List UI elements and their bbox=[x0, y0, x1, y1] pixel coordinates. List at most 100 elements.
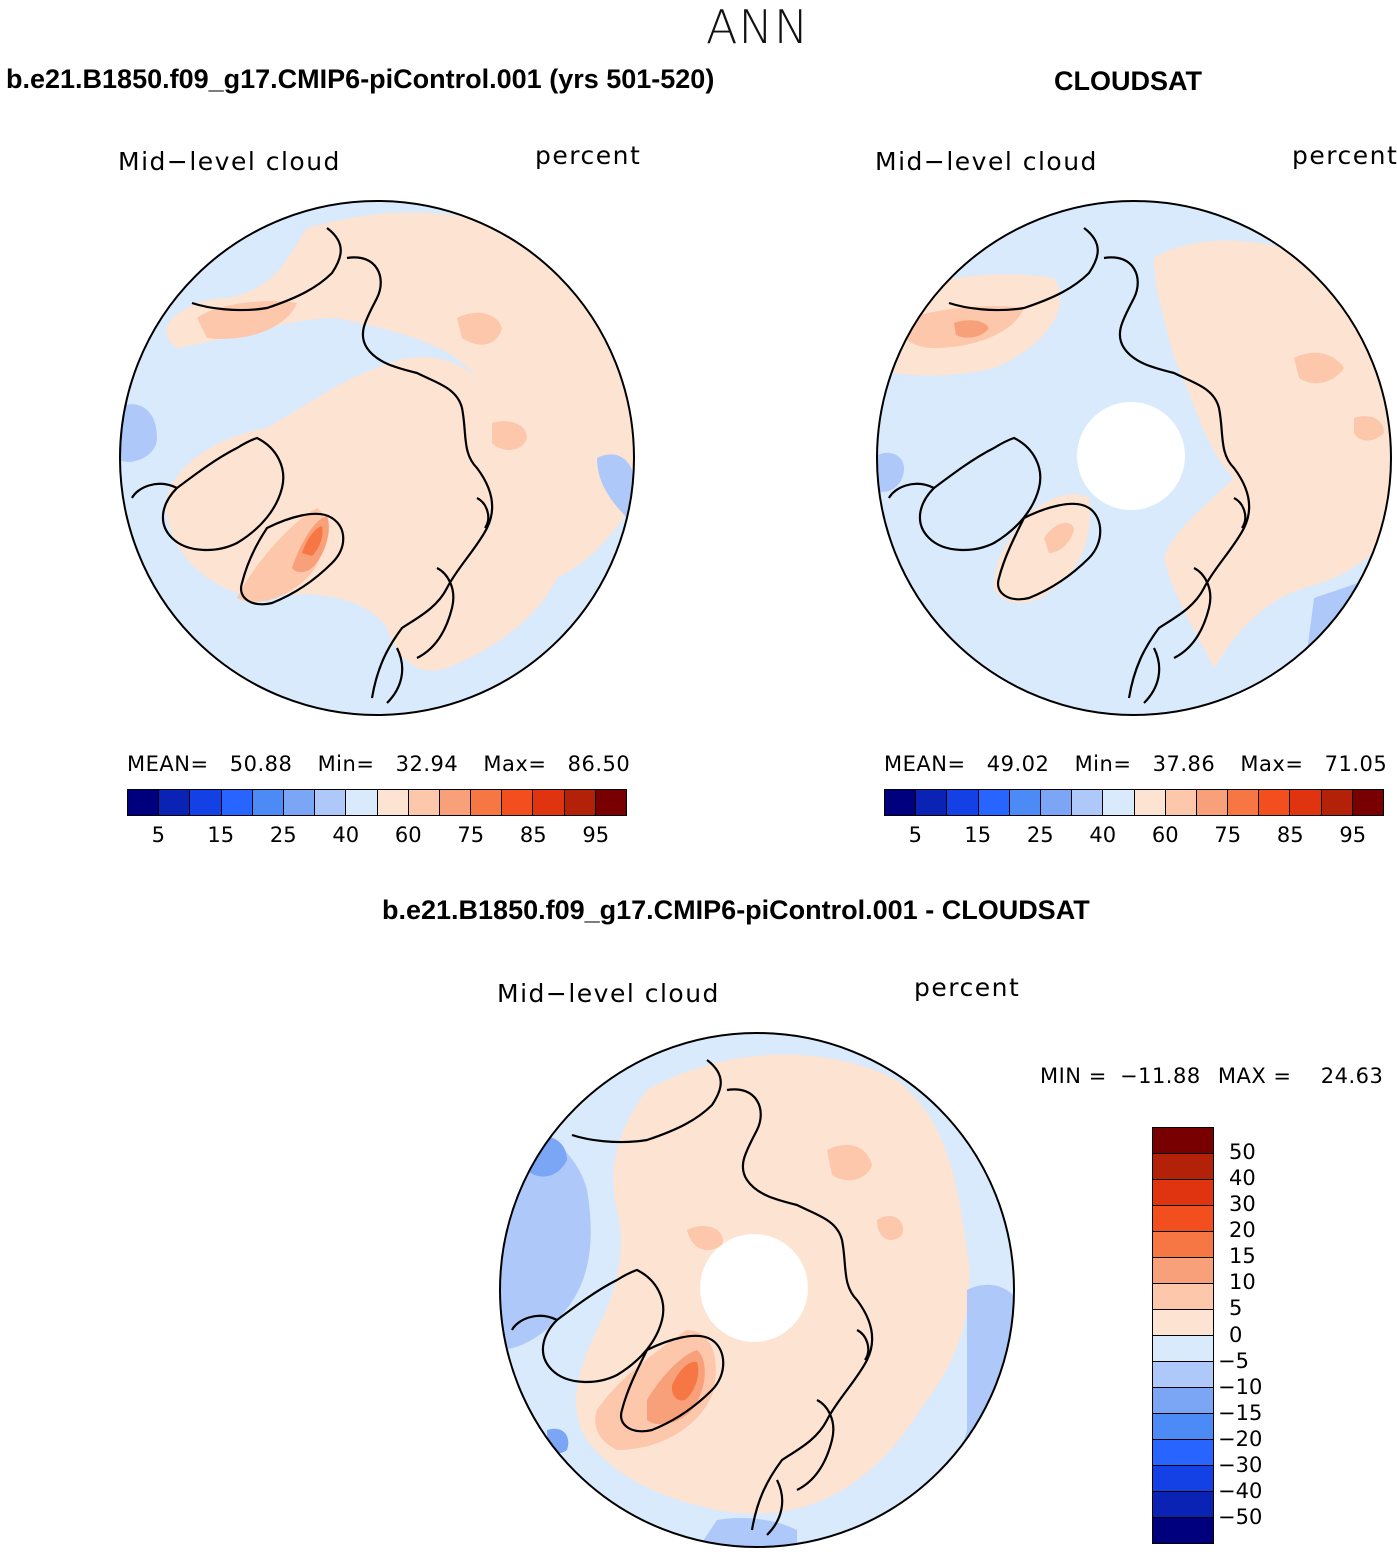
mean-label: MEAN= bbox=[884, 752, 966, 776]
colorbar-swatch bbox=[1153, 1258, 1213, 1284]
min-label: MIN = bbox=[1040, 1064, 1107, 1088]
coastline bbox=[131, 227, 494, 704]
colorbar-obs bbox=[884, 789, 1384, 816]
colorbar-swatch bbox=[533, 790, 565, 815]
map-boundary bbox=[499, 1032, 1015, 1548]
colorbar-tick-label: 60 bbox=[394, 823, 422, 847]
colorbar-swatch bbox=[885, 790, 917, 815]
missing-data-pole bbox=[1077, 402, 1185, 510]
colorbar-swatch bbox=[1103, 790, 1135, 815]
colorbar-tick-label: 40 bbox=[1229, 1166, 1256, 1191]
colorbar-swatch bbox=[1134, 790, 1166, 815]
colorbar-model bbox=[127, 789, 627, 816]
colorbar-swatch bbox=[502, 790, 534, 815]
field-max-peak-inner bbox=[302, 526, 323, 556]
colorbar-swatch bbox=[1165, 790, 1197, 815]
field-max-core bbox=[894, 306, 1384, 553]
colorbar-swatch bbox=[947, 790, 979, 815]
colorbar-tick-label: −5 bbox=[1218, 1348, 1249, 1373]
map-boundary bbox=[119, 200, 635, 716]
colorbar-tick-label: −30 bbox=[1218, 1452, 1263, 1477]
colorbar-swatch bbox=[346, 790, 378, 815]
coastline bbox=[888, 227, 1251, 704]
max-value: 86.50 bbox=[567, 752, 631, 776]
colorbar-tick-label: 20 bbox=[1229, 1218, 1256, 1243]
stats-obs: MEAN= 49.02 Min= 37.86 Max= 71.05 bbox=[884, 752, 1387, 776]
stats-diff: MIN = −11.88 MAX = 24.63 bbox=[1040, 1064, 1383, 1088]
colorbar-swatch bbox=[1153, 1284, 1213, 1310]
colorbar-swatch bbox=[1153, 1388, 1213, 1414]
stats-model: MEAN= 50.88 Min= 32.94 Max= 86.50 bbox=[127, 752, 630, 776]
missing-data-pole bbox=[700, 1234, 808, 1342]
colorbar-tick-label: 85 bbox=[1276, 823, 1304, 847]
colorbar-tick-label: 60 bbox=[1151, 823, 1179, 847]
field-max-peak-inner bbox=[671, 1361, 699, 1401]
colorbar-swatch bbox=[1153, 1154, 1213, 1180]
map-boundary bbox=[876, 200, 1392, 716]
colorbar-swatch bbox=[283, 790, 316, 815]
min-label: Min= bbox=[317, 752, 375, 776]
colorbar-swatch bbox=[1196, 790, 1229, 815]
panel-title-diff: b.e21.B1850.f09_g17.CMIP6-piControl.001 … bbox=[382, 895, 1090, 925]
colorbar-swatch bbox=[1153, 1232, 1213, 1258]
colorbar-tick-label: 5 bbox=[151, 823, 165, 847]
colorbar-tick-label: 50 bbox=[1229, 1140, 1256, 1165]
colorbar-swatch bbox=[595, 790, 626, 815]
colorbar-tick-label: 15 bbox=[964, 823, 992, 847]
colorbar-tick-label: 40 bbox=[332, 823, 360, 847]
colorbar-swatch bbox=[1153, 1310, 1213, 1336]
colorbar-tick-label: 15 bbox=[1229, 1244, 1256, 1269]
units-label-diff: percent bbox=[914, 973, 1021, 1002]
colorbar-swatch bbox=[1352, 790, 1383, 815]
colorbar-swatch bbox=[1153, 1440, 1213, 1466]
colorbar-swatch bbox=[1072, 790, 1104, 815]
colorbar-swatch bbox=[1009, 790, 1041, 815]
mean-label: MEAN= bbox=[127, 752, 209, 776]
colorbar-swatch bbox=[978, 790, 1010, 815]
colorbar-tick-label: 75 bbox=[457, 823, 485, 847]
min-value: −11.88 bbox=[1119, 1064, 1201, 1088]
colorbar-swatch bbox=[315, 790, 347, 815]
colorbar-swatch bbox=[1153, 1206, 1213, 1232]
colorbar-swatch bbox=[1259, 790, 1291, 815]
colorbar-swatch bbox=[1290, 790, 1322, 815]
colorbar-swatch bbox=[439, 790, 472, 815]
colorbar-tick-label: 5 bbox=[908, 823, 922, 847]
variable-label-diff: Mid−level cloud bbox=[497, 979, 720, 1008]
colorbar-swatch bbox=[1153, 1518, 1213, 1543]
colorbar-tick-label: 25 bbox=[1026, 823, 1054, 847]
polar-map-diff bbox=[499, 1032, 1015, 1548]
colorbar-swatch bbox=[471, 790, 503, 815]
min-value: 32.94 bbox=[395, 752, 459, 776]
units-label-obs: percent bbox=[1292, 141, 1397, 170]
field-max-peak bbox=[954, 320, 989, 338]
field-max-core bbox=[197, 301, 527, 602]
colorbar-tick-label: −40 bbox=[1218, 1478, 1263, 1503]
coastline bbox=[511, 1059, 874, 1536]
colorbar-swatch bbox=[1228, 790, 1260, 815]
max-label: Max= bbox=[1240, 752, 1304, 776]
colorbar-swatch bbox=[1321, 790, 1353, 815]
colorbar-swatch bbox=[377, 790, 409, 815]
colorbar-swatch bbox=[1153, 1180, 1213, 1206]
max-value: 24.63 bbox=[1320, 1064, 1384, 1088]
colorbar-swatch bbox=[1153, 1414, 1213, 1440]
colorbar-swatch bbox=[1153, 1492, 1213, 1518]
colorbar-tick-label: 10 bbox=[1229, 1270, 1256, 1295]
colorbar-swatch bbox=[1153, 1128, 1213, 1154]
colorbar-tick-label: 95 bbox=[582, 823, 610, 847]
colorbar-swatch bbox=[1153, 1336, 1213, 1362]
colorbar-tick-label: 5 bbox=[1229, 1296, 1243, 1321]
polar-map-obs bbox=[876, 200, 1392, 716]
colorbar-tick-label: 75 bbox=[1214, 823, 1242, 847]
units-label-model: percent bbox=[535, 141, 642, 170]
colorbar-swatch bbox=[128, 790, 160, 815]
colorbar-swatch bbox=[1040, 790, 1073, 815]
colorbar-tick-label: 85 bbox=[519, 823, 547, 847]
colorbar-tick-label: 0 bbox=[1229, 1322, 1243, 1347]
variable-label-obs: Mid−level cloud bbox=[875, 147, 1098, 176]
colorbar-tick-label: −50 bbox=[1218, 1504, 1263, 1529]
colorbar-tick-label: 95 bbox=[1339, 823, 1367, 847]
colorbar-swatch bbox=[1153, 1362, 1213, 1388]
colorbar-swatch bbox=[564, 790, 596, 815]
